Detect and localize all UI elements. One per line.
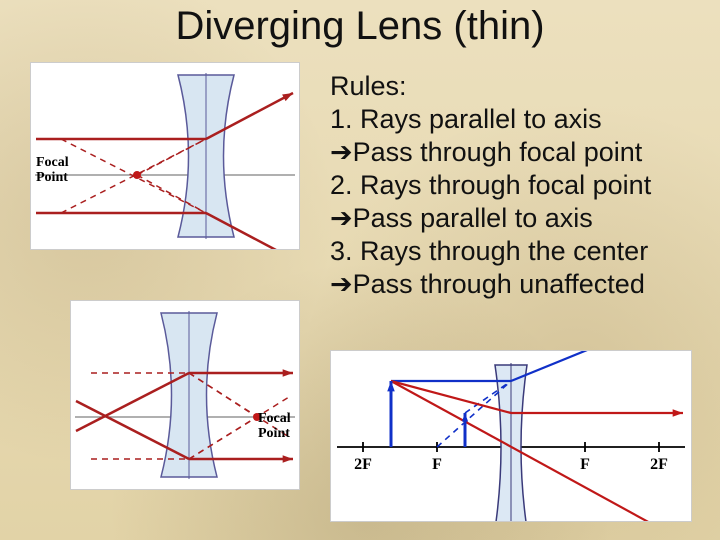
svg-text:F: F — [580, 456, 590, 473]
svg-text:2F: 2F — [650, 456, 668, 473]
rule-line: ➔Pass through focal point — [330, 136, 700, 169]
page-title: Diverging Lens (thin) — [0, 4, 720, 49]
focal-point-label: FocalPoint — [258, 412, 291, 441]
rule-line: 3. Rays through the center — [330, 235, 700, 268]
diagram-parallel-rays — [30, 62, 300, 250]
rule-line: 1. Rays parallel to axis — [330, 103, 700, 136]
focal-point-label: FocalPoint — [36, 156, 69, 185]
rule-line: ➔Pass parallel to axis — [330, 202, 700, 235]
diagram-ray-trace: 2F F F 2F — [330, 350, 692, 522]
svg-text:2F: 2F — [354, 456, 372, 473]
diagram-focal-rays — [70, 300, 300, 490]
rules-heading: Rules: — [330, 70, 700, 103]
svg-text:F: F — [432, 456, 442, 473]
rules-block: Rules: 1. Rays parallel to axis ➔Pass th… — [330, 70, 700, 301]
rule-line: 2. Rays through focal point — [330, 169, 700, 202]
rule-line: ➔Pass through unaffected — [330, 268, 700, 301]
